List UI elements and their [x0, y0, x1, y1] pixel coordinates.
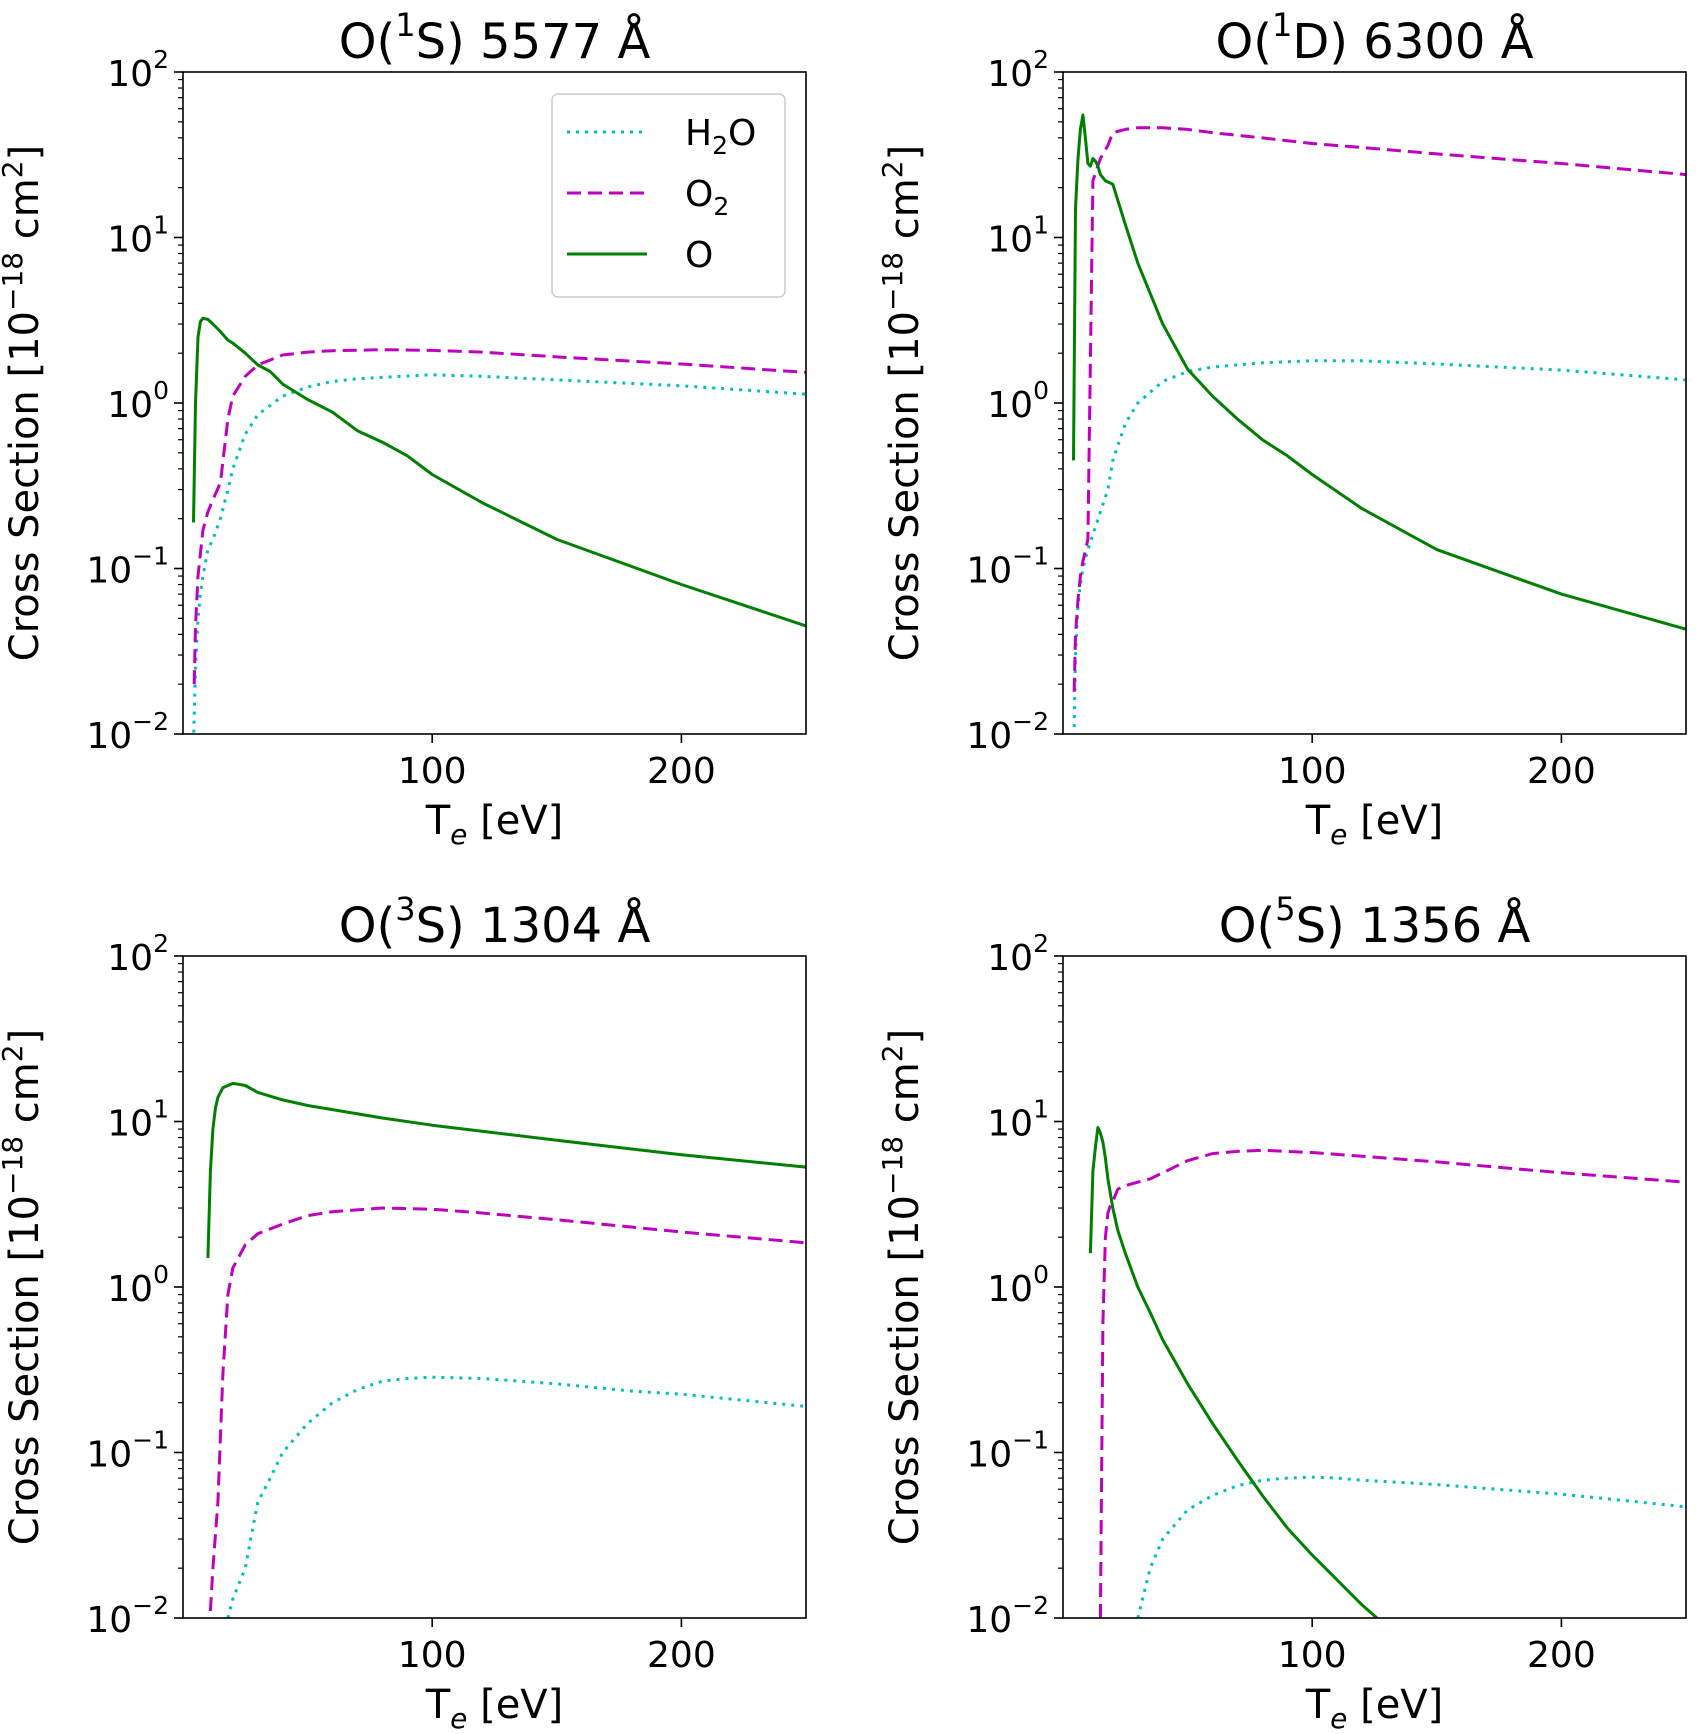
series-line-o2: [208, 1206, 806, 1612]
x-tick-label: 200: [647, 751, 716, 792]
x-tick-label: 100: [1278, 1635, 1347, 1676]
legend-box: [551, 93, 786, 298]
series-line-o: [206, 1081, 806, 1258]
y-tick-label: 100: [107, 1260, 169, 1310]
chart-panel-1: 10−2 10−1 100 101 102 100 200 Te [eV] Cross Sect…: [0, 6, 807, 851]
y-axis-label: Cross Section [10−18 cm2]: [0, 145, 48, 661]
panel-title: O(3S) 1304 Å: [339, 890, 651, 954]
y-axis-label: Cross Section [10−18 cm2]: [876, 145, 928, 661]
y-tick-label: 10−2: [966, 707, 1049, 757]
panel-title: O(5S) 1356 Å: [1219, 890, 1531, 954]
series-line-h2o: [1136, 1475, 1686, 1618]
series-line-h2o: [192, 373, 806, 734]
x-tick-label: 200: [647, 1635, 716, 1676]
panel-title: O(1D) 6300 Å: [1215, 6, 1533, 70]
x-axis-label: Te [eV]: [1305, 1682, 1444, 1734]
y-tick-label: 10−2: [86, 1591, 169, 1641]
y-tick-label: 100: [987, 1260, 1049, 1310]
series-line-h2o: [226, 1375, 806, 1618]
y-axis-label: Cross Section [10−18 cm2]: [0, 1029, 48, 1545]
chart-panel-2: 10−2 10−1 100 101 102 100 200 Te [eV] Cross Sect…: [876, 6, 1687, 851]
y-tick-label: 10−2: [966, 1591, 1049, 1641]
y-tick-label: 10−2: [86, 707, 169, 757]
y-tick-label: 10−1: [86, 1426, 169, 1476]
series-line-h2o: [1072, 359, 1686, 728]
y-tick-label: 10−1: [966, 542, 1049, 592]
y-tick-label: 101: [107, 211, 169, 261]
y-tick-label: 10−1: [86, 542, 169, 592]
y-tick-label: 100: [107, 376, 169, 426]
y-tick-label: 102: [107, 45, 169, 95]
x-axis-label: Te [eV]: [425, 798, 564, 851]
plot-frame: [1062, 71, 1687, 735]
legend-label-o2: O2: [685, 174, 729, 221]
series-line-o: [1088, 1126, 1378, 1618]
legend: H2O O2 O: [551, 93, 786, 298]
legend-label-o: O: [685, 235, 713, 276]
chart-panel-4: 10−2 10−1 100 101 102 100 200 Te [eV] Cross Sect…: [876, 890, 1687, 1734]
series-line-o2: [192, 348, 806, 685]
plot-frame: [1062, 955, 1687, 1619]
y-tick-label: 101: [107, 1095, 169, 1145]
x-tick-label: 100: [398, 751, 467, 792]
x-axis-label: Te [eV]: [1305, 798, 1444, 851]
y-tick-label: 102: [987, 929, 1049, 979]
y-tick-label: 102: [107, 929, 169, 979]
y-tick-label: 100: [987, 376, 1049, 426]
y-tick-label: 102: [987, 45, 1049, 95]
y-tick-label: 101: [987, 211, 1049, 261]
x-tick-label: 200: [1527, 1635, 1596, 1676]
series-line-o: [192, 316, 806, 628]
series-line-o: [1072, 113, 1686, 631]
plot-frame: [182, 955, 807, 1619]
x-tick-label: 100: [1278, 751, 1347, 792]
chart-panel-3: 10−2 10−1 100 101 102 100 200 Te [eV] Cross Sect…: [0, 890, 807, 1734]
y-tick-label: 10−1: [966, 1426, 1049, 1476]
x-axis-label: Te [eV]: [425, 1682, 564, 1734]
series-line-o2: [1072, 126, 1686, 692]
panel-title: O(1S) 5577 Å: [339, 6, 651, 70]
y-tick-label: 101: [987, 1095, 1049, 1145]
y-axis-label: Cross Section [10−18 cm2]: [876, 1029, 928, 1545]
legend-label-h2o: H2O: [685, 113, 756, 160]
x-tick-label: 100: [398, 1635, 467, 1676]
series-line-o2: [1098, 1148, 1686, 1618]
x-tick-label: 200: [1527, 751, 1596, 792]
